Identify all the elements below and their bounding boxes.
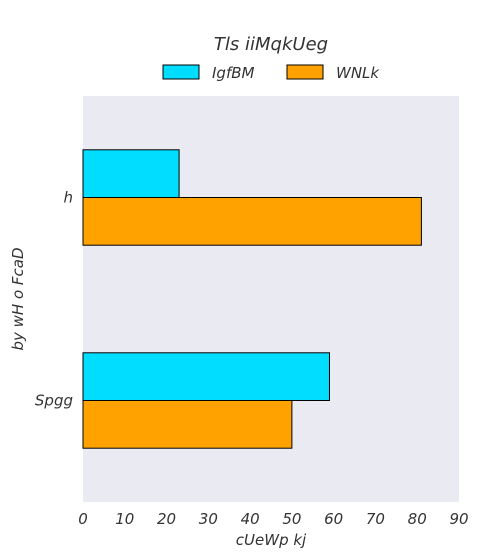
y-axis-label: by wH o FcaD <box>9 247 27 350</box>
x-tick-label-70: 70 <box>366 510 385 528</box>
x-tick-labels: 0 10 20 30 40 50 60 70 80 90 <box>78 510 468 528</box>
legend-label-wnlk: WNLk <box>336 64 380 82</box>
x-tick-label-90: 90 <box>449 510 468 528</box>
bar-spgg-wnlk <box>82 400 293 449</box>
legend-swatch-igfbm <box>162 64 200 80</box>
x-tick-label-50: 50 <box>282 510 301 528</box>
legend-label-igfbm: IgfBM <box>212 64 255 82</box>
bar-h-igfbm <box>82 149 180 198</box>
y-tick-labels: h Spgg <box>35 189 73 410</box>
bar-spgg-igfbm <box>82 352 330 402</box>
y-tick-label-spgg: Spgg <box>35 392 73 410</box>
x-tick-label-40: 40 <box>241 510 260 528</box>
x-tick-label-0: 0 <box>78 510 88 528</box>
chart-title: Tls iiMqkUeg <box>214 34 328 55</box>
x-tick-label-20: 20 <box>157 510 176 528</box>
x-tick-label-80: 80 <box>408 510 427 528</box>
y-tick-label-h: h <box>63 189 73 207</box>
x-tick-label-60: 60 <box>324 510 343 528</box>
x-tick-label-30: 30 <box>199 510 218 528</box>
x-tick-label-10: 10 <box>115 510 134 528</box>
legend-swatch-wnlk <box>286 64 324 80</box>
bars-group <box>82 149 422 449</box>
legend: IgfBM WNLk <box>162 64 380 82</box>
bar-h-wnlk <box>82 197 422 246</box>
x-axis-label: cUeWp kj <box>236 531 307 549</box>
